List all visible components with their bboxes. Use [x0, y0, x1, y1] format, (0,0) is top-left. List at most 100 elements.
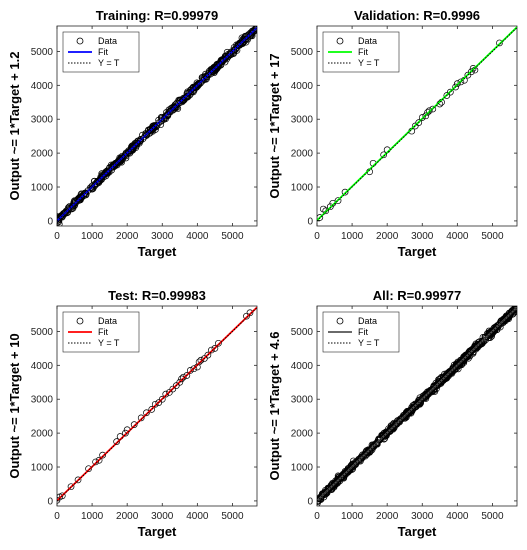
- data-point: [418, 114, 426, 121]
- legend-entry: Fit: [98, 47, 108, 57]
- legend-entry: Y = T: [98, 58, 120, 68]
- data-point: [382, 431, 390, 438]
- x-axis-label: Target: [398, 524, 437, 539]
- data-point: [72, 199, 79, 207]
- data-point: [246, 309, 254, 317]
- data-point: [252, 26, 257, 33]
- data-point: [376, 436, 384, 444]
- x-tick-label: 5000: [481, 231, 504, 242]
- identity-line: [57, 27, 257, 222]
- data-point: [411, 403, 419, 411]
- data-point: [220, 55, 228, 63]
- x-tick-label: 2000: [376, 231, 399, 242]
- y-axis-label: Output ~= 1*Target + 17: [267, 53, 282, 198]
- x-tick-label: 4000: [446, 231, 469, 242]
- y-tick-label: 4000: [31, 81, 54, 92]
- x-tick-label: 1000: [81, 511, 104, 522]
- data-point: [204, 351, 212, 359]
- data-point: [338, 474, 345, 481]
- chart-title: Validation: R=0.9996: [354, 8, 480, 23]
- y-tick-label: 4000: [291, 81, 314, 92]
- data-point: [461, 355, 469, 363]
- y-tick-label: 2000: [291, 149, 314, 160]
- data-point: [319, 490, 327, 498]
- y-tick-label: 0: [307, 216, 313, 227]
- y-tick-label: 5000: [291, 327, 314, 338]
- data-point: [446, 88, 454, 96]
- data-point: [460, 356, 468, 364]
- data-point: [370, 441, 378, 449]
- x-tick-label: 5000: [221, 511, 244, 522]
- legend-entry: Y = T: [98, 338, 120, 348]
- data-point: [176, 378, 184, 386]
- legend-box: [62, 311, 140, 353]
- data-point: [377, 435, 385, 443]
- data-point: [95, 456, 103, 464]
- subplot-1: 0 1000 2000 3000 4000 5000 0 1000 2000 3000 4000 50…: [7, 8, 258, 259]
- data-point: [253, 26, 257, 31]
- x-tick-label: 0: [54, 511, 60, 522]
- identity-line: [317, 307, 517, 502]
- data-point: [131, 141, 139, 149]
- data-point: [209, 67, 216, 74]
- data-point: [190, 365, 198, 373]
- data-point: [224, 53, 232, 61]
- data-point: [326, 203, 334, 211]
- x-axis-label: Target: [138, 524, 177, 539]
- data-point: [386, 427, 394, 435]
- data-point: [143, 409, 150, 417]
- data-point: [183, 93, 191, 100]
- x-tick-label: 2000: [116, 511, 139, 522]
- y-tick-label: 1000: [291, 463, 314, 474]
- data-point: [219, 57, 226, 64]
- data-point: [461, 353, 468, 361]
- data-point: [227, 51, 234, 59]
- data-point: [65, 205, 73, 212]
- legend-entry: Data: [98, 36, 117, 46]
- data-point: [317, 214, 324, 221]
- data-point: [239, 36, 246, 44]
- y-tick-label: 1000: [291, 183, 314, 194]
- data-point: [352, 461, 359, 468]
- data-point: [57, 496, 61, 504]
- data-point: [177, 99, 184, 106]
- y-tick-label: 3000: [291, 395, 314, 406]
- data-point: [422, 112, 430, 120]
- y-tick-label: 0: [47, 216, 53, 227]
- chart-title: Training: R=0.99979: [96, 8, 218, 23]
- chart-title: All: R=0.99977: [373, 288, 462, 303]
- y-axis-label: Output ~= 1*Target + 4.6: [267, 332, 282, 481]
- data-point: [97, 174, 105, 182]
- x-tick-label: 1000: [341, 511, 364, 522]
- data-point: [394, 418, 401, 425]
- legend-marker-data: [76, 317, 84, 325]
- data-point: [364, 447, 372, 455]
- data-point: [475, 341, 483, 349]
- data-point: [500, 318, 508, 325]
- identity-line: [57, 307, 257, 502]
- data-point: [424, 109, 431, 116]
- data-point: [96, 175, 104, 183]
- legend-entry: Data: [98, 316, 117, 326]
- data-point: [508, 309, 516, 316]
- data-point: [459, 357, 467, 365]
- data-point: [469, 65, 477, 72]
- data-point: [58, 492, 66, 500]
- data-point: [452, 363, 460, 370]
- data-point: [162, 390, 170, 398]
- legend-entry: Data: [358, 316, 377, 326]
- data-point: [99, 451, 106, 459]
- data-point: [398, 415, 405, 423]
- x-tick-label: 3000: [151, 231, 174, 242]
- data-point: [457, 78, 465, 86]
- data-point: [501, 314, 509, 322]
- data-point: [425, 107, 433, 115]
- data-point: [63, 209, 71, 217]
- data-point: [119, 153, 127, 161]
- data-point: [113, 159, 121, 167]
- y-tick-label: 0: [307, 496, 313, 507]
- data-point: [445, 371, 453, 378]
